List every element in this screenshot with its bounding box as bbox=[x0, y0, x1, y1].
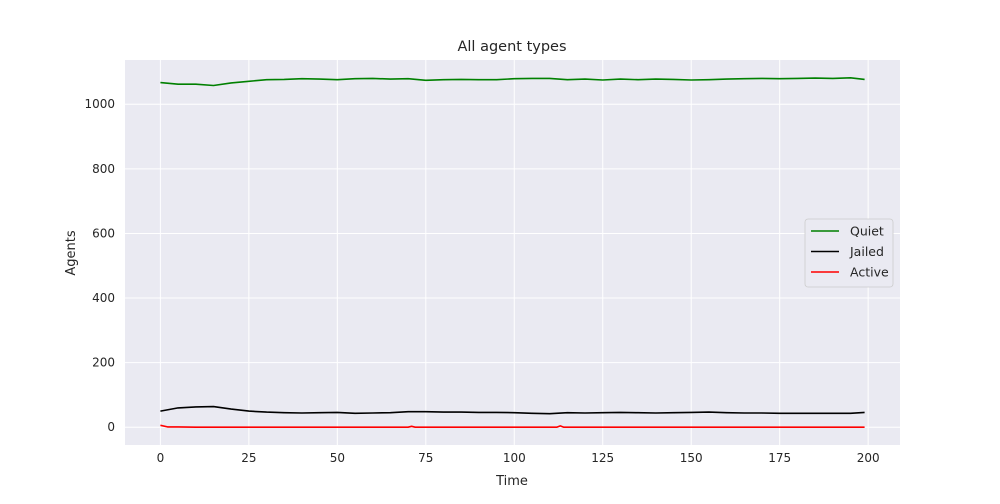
x-tick-labels: 0 25 50 75 100 125 150 175 200 bbox=[157, 451, 880, 465]
x-tick-label: 75 bbox=[418, 451, 433, 465]
chart-title: All agent types bbox=[457, 39, 566, 55]
series-lines bbox=[160, 77, 865, 429]
x-tick-label: 25 bbox=[241, 451, 256, 465]
legend: Quiet Jailed Active bbox=[804, 218, 894, 288]
series-line-jailed bbox=[160, 405, 865, 415]
x-axis-label: Time bbox=[495, 474, 528, 489]
legend-label-active: Active bbox=[850, 265, 889, 280]
y-tick-label: 1000 bbox=[84, 97, 115, 111]
series-line-active bbox=[160, 424, 865, 429]
x-tick-label: 125 bbox=[591, 451, 614, 465]
x-tick-label: 200 bbox=[857, 451, 880, 465]
y-tick-label: 0 bbox=[107, 420, 115, 434]
x-tick-label: 175 bbox=[768, 451, 791, 465]
series-line-quiet bbox=[160, 77, 865, 87]
x-tick-label: 50 bbox=[330, 451, 345, 465]
y-tick-labels: 0 200 400 600 800 1000 bbox=[84, 97, 115, 434]
x-tick-label: 150 bbox=[680, 451, 703, 465]
y-tick-label: 400 bbox=[92, 291, 115, 305]
legend-box bbox=[804, 218, 894, 288]
y-tick-label: 800 bbox=[92, 162, 115, 176]
legend-label-jailed: Jailed bbox=[849, 244, 884, 259]
y-tick-label: 200 bbox=[92, 356, 115, 370]
x-tick-label: 0 bbox=[157, 451, 165, 465]
legend-label-quiet: Quiet bbox=[850, 224, 884, 239]
x-tick-label: 100 bbox=[503, 451, 526, 465]
y-tick-label: 600 bbox=[92, 226, 115, 240]
y-axis-label: Agents bbox=[64, 230, 79, 275]
plot-area bbox=[125, 60, 900, 445]
